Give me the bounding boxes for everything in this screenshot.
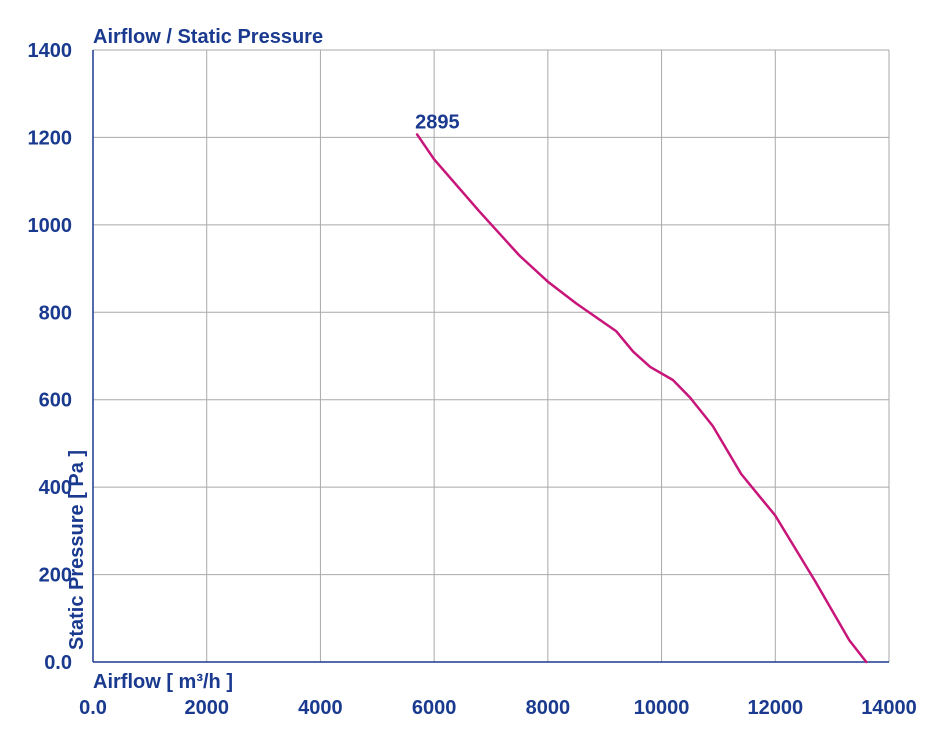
x-tick-label: 0.0	[79, 697, 107, 719]
axes	[92, 50, 889, 663]
y-tick-label: 800	[39, 302, 72, 324]
chart-title: Airflow / Static Pressure	[93, 26, 323, 48]
y-tick-label: 1400	[28, 40, 73, 62]
x-tick-label: 6000	[412, 697, 457, 719]
x-tick-label: 8000	[526, 697, 571, 719]
y-axis-label: Static Pressure [ Pa ]	[66, 450, 88, 650]
x-tick-label: 12000	[747, 697, 803, 719]
y-tick-label: 1200	[28, 127, 73, 149]
y-tick-label: 400	[39, 477, 72, 499]
y-tick-label: 0.0	[44, 652, 72, 674]
y-tick-label: 200	[39, 565, 72, 587]
x-tick-label: 14000	[861, 697, 917, 719]
data-series: 2895	[415, 111, 868, 664]
y-tick-label: 1000	[28, 215, 73, 237]
x-axis-label: Airflow [ m³/h ]	[93, 671, 233, 693]
x-tick-label: 4000	[298, 697, 343, 719]
x-tick-label: 10000	[634, 697, 690, 719]
x-tick-label: 2000	[184, 697, 229, 719]
grid-lines	[93, 49, 890, 662]
series-label: 2895	[415, 111, 460, 133]
tick-labels: 0.0 2000 4000 6000 8000 10000 12000 14000 0.0 200…	[28, 40, 917, 719]
series-curve	[415, 133, 868, 664]
y-tick-label: 600	[39, 390, 72, 412]
